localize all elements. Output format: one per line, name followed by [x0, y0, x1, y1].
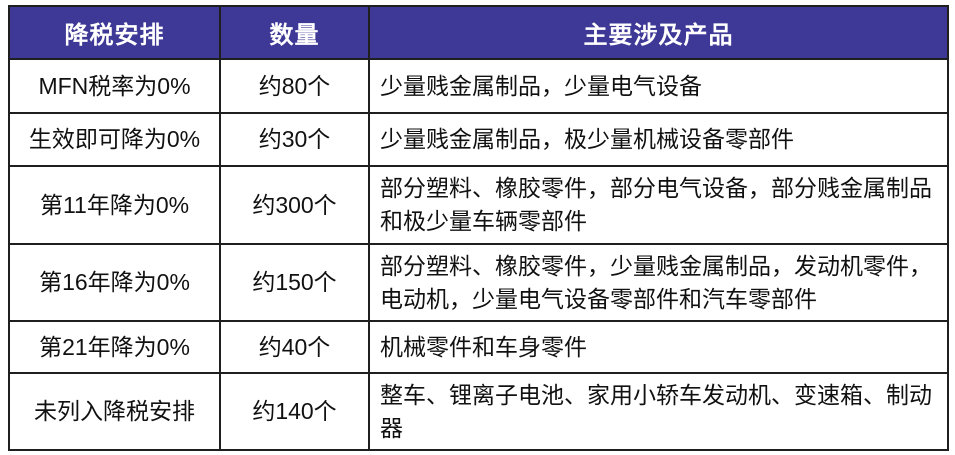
tariff-reduction-table: 降税安排 数量 主要涉及产品 MFN税率为0% 约80个 少量贱金属制品，少量电… — [8, 5, 949, 451]
cell-quantity: 约80个 — [219, 58, 370, 114]
header-row: 降税安排 数量 主要涉及产品 — [8, 5, 949, 60]
table-row: 生效即可降为0% 约30个 少量贱金属制品，极少量机械设备零部件 — [8, 112, 949, 167]
cell-arrangement: MFN税率为0% — [8, 58, 221, 114]
table-row: MFN税率为0% 约80个 少量贱金属制品，少量电气设备 — [8, 58, 949, 114]
cell-products: 整车、锂离子电池、家用小轿车发动机、变速箱、制动器 — [368, 372, 949, 451]
table-row: 未列入降税安排 约140个 整车、锂离子电池、家用小轿车发动机、变速箱、制动器 — [8, 372, 949, 451]
cell-arrangement: 第21年降为0% — [8, 320, 221, 374]
cell-quantity: 约300个 — [219, 165, 370, 245]
cell-arrangement: 生效即可降为0% — [8, 112, 221, 167]
cell-arrangement: 未列入降税安排 — [8, 372, 221, 451]
cell-products: 部分塑料、橡胶零件，部分电气设备，部分贱金属制品和极少量车辆零部件 — [368, 165, 949, 245]
cell-quantity: 约150个 — [219, 243, 370, 322]
cell-arrangement: 第16年降为0% — [8, 243, 221, 322]
cell-products: 少量贱金属制品，少量电气设备 — [368, 58, 949, 114]
column-header-products: 主要涉及产品 — [368, 5, 949, 60]
cell-quantity: 约30个 — [219, 112, 370, 167]
cell-products: 部分塑料、橡胶零件，少量贱金属制品，发动机零件，电动机，少量电气设备零部件和汽车… — [368, 243, 949, 322]
cell-products: 机械零件和车身零件 — [368, 320, 949, 374]
cell-arrangement: 第11年降为0% — [8, 165, 221, 245]
table-row: 第16年降为0% 约150个 部分塑料、橡胶零件，少量贱金属制品，发动机零件，电… — [8, 243, 949, 322]
table-body: MFN税率为0% 约80个 少量贱金属制品，少量电气设备 生效即可降为0% 约3… — [8, 58, 949, 451]
column-header-quantity: 数量 — [219, 5, 370, 60]
table-row: 第11年降为0% 约300个 部分塑料、橡胶零件，部分电气设备，部分贱金属制品和… — [8, 165, 949, 245]
cell-quantity: 约40个 — [219, 320, 370, 374]
table-header: 降税安排 数量 主要涉及产品 — [8, 5, 949, 60]
column-header-arrangement: 降税安排 — [8, 5, 221, 60]
cell-quantity: 约140个 — [219, 372, 370, 451]
table-row: 第21年降为0% 约40个 机械零件和车身零件 — [8, 320, 949, 374]
cell-products: 少量贱金属制品，极少量机械设备零部件 — [368, 112, 949, 167]
